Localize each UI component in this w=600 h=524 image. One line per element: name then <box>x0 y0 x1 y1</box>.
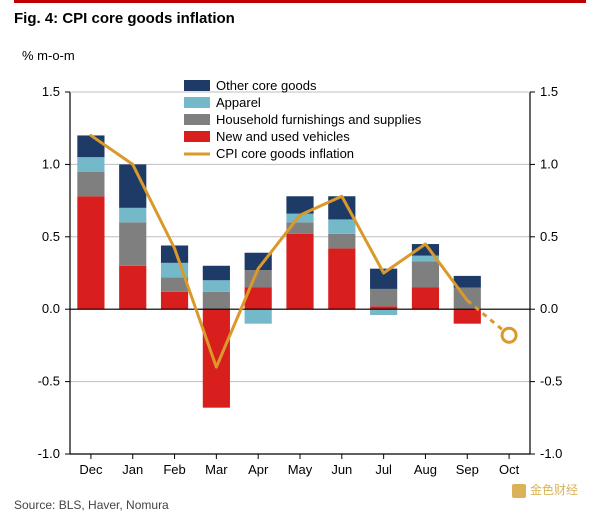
svg-text:Jul: Jul <box>375 462 392 477</box>
svg-text:0.5: 0.5 <box>540 229 558 244</box>
svg-text:Jun: Jun <box>331 462 352 477</box>
svg-text:Apparel: Apparel <box>216 95 261 110</box>
svg-text:-0.5: -0.5 <box>540 374 562 389</box>
watermark: 金色财经 <box>512 481 578 498</box>
svg-text:1.5: 1.5 <box>42 84 60 99</box>
svg-text:May: May <box>288 462 313 477</box>
svg-text:-1.0: -1.0 <box>38 446 60 461</box>
svg-text:1.5: 1.5 <box>540 84 558 99</box>
svg-text:Other core goods: Other core goods <box>216 78 317 93</box>
svg-text:Apr: Apr <box>248 462 269 477</box>
chart-area: -1.0 -1.0 -0.5 -0.5 0.0 0.0 0.5 0.5 1.0 1.0 1.5 1.5… <box>14 40 586 486</box>
svg-text:New and used vehicles: New and used vehicles <box>216 129 350 144</box>
chart-svg: -1.0 -1.0 -0.5 -0.5 0.0 0.0 0.5 0.5 1.0 1.0 1.5 1.5… <box>14 40 586 486</box>
svg-text:CPI core goods inflation: CPI core goods inflation <box>216 146 354 161</box>
source-text: Source: BLS, Haver, Nomura <box>14 498 169 512</box>
figure-top-rule <box>14 0 586 3</box>
svg-text:1.0: 1.0 <box>540 156 558 171</box>
watermark-text: 金色财经 <box>530 483 578 497</box>
figure-title: Fig. 4: CPI core goods inflation <box>14 10 235 27</box>
svg-text:-0.5: -0.5 <box>38 374 60 389</box>
svg-text:0.0: 0.0 <box>540 301 558 316</box>
svg-text:0.0: 0.0 <box>42 301 60 316</box>
svg-text:Household furnishings and supp: Household furnishings and supplies <box>216 112 422 127</box>
svg-text:0.5: 0.5 <box>42 229 60 244</box>
svg-text:1.0: 1.0 <box>42 156 60 171</box>
svg-text:Feb: Feb <box>163 462 185 477</box>
svg-text:Aug: Aug <box>414 462 437 477</box>
svg-text:Mar: Mar <box>205 462 228 477</box>
chart-container: { "title": "Fig. 4: CPI core goods infla… <box>0 0 600 524</box>
svg-text:Oct: Oct <box>499 462 520 477</box>
svg-text:-1.0: -1.0 <box>540 446 562 461</box>
svg-text:Sep: Sep <box>456 462 479 477</box>
svg-text:Jan: Jan <box>122 462 143 477</box>
watermark-icon <box>512 484 526 498</box>
svg-text:Dec: Dec <box>79 462 103 477</box>
